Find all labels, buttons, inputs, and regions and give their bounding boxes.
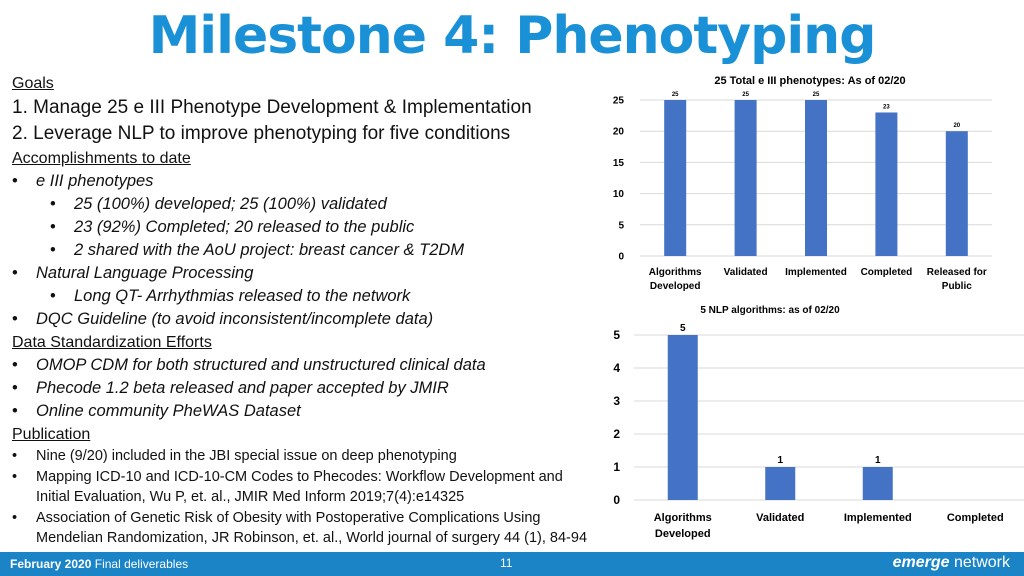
footer-bar: February 2020 Final deliverables 11 emer… [0, 552, 1024, 576]
x-tick-label: Validated [756, 512, 804, 524]
x-tick-label: Algorithms [649, 267, 702, 278]
bullet-glyph: • [12, 379, 18, 397]
data-label: 1 [777, 455, 783, 466]
goals-heading: Goals [12, 75, 54, 92]
x-tick-label: Developed [655, 528, 711, 540]
content-left: Goals 1. Manage 25 e III Phenotype Devel… [12, 72, 632, 549]
page-number: 11 [500, 556, 513, 570]
bullet-item: • e III phenotypes [12, 170, 632, 193]
y-tick-label: 10 [613, 189, 625, 200]
bar [765, 467, 796, 500]
bullet-glyph: • [50, 287, 56, 305]
bullet-glyph: • [12, 310, 18, 328]
bullet-glyph: • [12, 264, 18, 282]
bullet-item: • OMOP CDM for both structured and unstru… [12, 354, 632, 377]
bullet-glyph: • [12, 172, 18, 190]
publication-continuation: Mendelian Randomization, JR Robinson, et… [36, 530, 588, 546]
data-label: 25 [742, 92, 749, 98]
footer-date: February 2020 [10, 557, 92, 571]
y-tick-label: 20 [613, 127, 625, 138]
bar [875, 112, 898, 256]
data-label: 23 [883, 104, 890, 110]
bullet-glyph: • [12, 356, 18, 374]
data-label: 25 [672, 92, 679, 98]
bar [667, 335, 698, 500]
bullet-glyph: • [12, 509, 18, 526]
publication-continuation: Initial Evaluation, Wu P, et. al., JMIR … [36, 489, 465, 505]
data-standardization-heading: Data Standardization Efforts [12, 334, 212, 351]
x-tick-label: Public [942, 281, 972, 292]
y-tick-label: 0 [618, 252, 624, 263]
x-tick-label: Completed [861, 267, 913, 278]
x-tick-label: Validated [724, 267, 768, 278]
emerge-logo: emerge network [892, 554, 1010, 571]
page-title: Milestone 4: Phenotyping [148, 6, 877, 66]
x-tick-label: Algorithms [654, 512, 712, 524]
bar [945, 131, 968, 256]
publication-item: • Nine (9/20) included in the JBI special… [12, 446, 632, 467]
y-tick-label: 2 [613, 427, 620, 441]
sub-bullet-item: • Long QT- Arrhythmias released to the ne… [12, 285, 632, 308]
publication-item: • Association of Genetic Risk of Obesity … [12, 508, 632, 529]
bullet-item: • Phecode 1.2 beta released and paper acc… [12, 377, 632, 400]
bar [734, 100, 757, 256]
bullet-glyph: • [50, 218, 56, 236]
bullet-glyph: • [50, 195, 56, 213]
y-tick-label: 1 [613, 460, 620, 474]
y-tick-label: 15 [613, 158, 625, 169]
y-tick-label: 4 [613, 361, 620, 375]
bullet-item: • DQC Guideline (to avoid inconsistent/in… [12, 308, 632, 331]
bullet-glyph: • [12, 402, 18, 420]
footer-text: Final deliverables [94, 557, 189, 571]
bar [664, 100, 687, 256]
sub-bullet-item: • 23 (92%) Completed; 20 released to the … [12, 216, 632, 239]
bar [862, 467, 893, 500]
y-tick-label: 25 [613, 96, 625, 107]
x-tick-label: Implemented [844, 512, 912, 524]
publication-item: • Mapping ICD-10 and ICD-10-CM Codes to P… [12, 467, 632, 488]
footer-caption: February 2020 Final deliverables [10, 557, 188, 571]
sub-bullet-item: • 25 (100%) developed; 25 (100%) validate… [12, 193, 632, 216]
phenotypes-bar-chart: 25 Total e III phenotypes: As of 02/20 0 5… [613, 75, 992, 292]
x-tick-label: Completed [947, 512, 1004, 524]
chart-title: 5 NLP algorithms: as of 02/20 [700, 305, 840, 316]
y-tick-label: 3 [613, 394, 620, 408]
sub-bullet-item: • 2 shared with the AoU project: breast c… [12, 239, 632, 262]
x-tick-label: Developed [650, 281, 701, 292]
bullet-item: • Natural Language Processing [12, 262, 632, 285]
nlp-bar-chart: 5 NLP algorithms: as of 02/20 0 1 2 3 4 5 5 Algo… [613, 305, 1024, 540]
bar [805, 100, 827, 256]
publication-heading: Publication [12, 426, 91, 443]
y-tick-label: 5 [618, 220, 624, 231]
chart-title: 25 Total e III phenotypes: As of 02/20 [714, 75, 905, 87]
goal-item: 1. Manage 25 e III Phenotype Development… [12, 97, 532, 118]
bullet-item: • Online community PheWAS Dataset [12, 400, 632, 423]
data-label: 5 [680, 323, 686, 334]
x-tick-label: Implemented [785, 267, 847, 278]
x-tick-label: Released for [927, 267, 987, 278]
bullet-glyph: • [12, 448, 18, 464]
goal-item: 2. Leverage NLP to improve phenotyping f… [12, 123, 511, 144]
bullet-glyph: • [12, 468, 18, 485]
data-label: 25 [813, 92, 820, 98]
accomplishments-heading: Accomplishments to date [12, 150, 191, 167]
y-tick-label: 0 [613, 493, 620, 507]
bullet-glyph: • [50, 241, 56, 259]
data-label: 20 [953, 123, 960, 129]
data-label: 1 [875, 455, 881, 466]
y-tick-label: 5 [613, 328, 620, 342]
